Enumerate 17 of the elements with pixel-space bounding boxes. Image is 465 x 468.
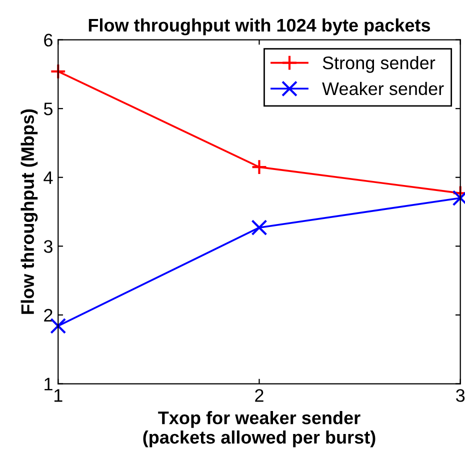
legend-label: Strong sender: [322, 56, 436, 73]
point: [50, 63, 66, 80]
y-tick-label: 5: [44, 102, 53, 116]
x-axis-title: Txop for weaker sender (packets allowed per burst): [143, 411, 376, 448]
y-axis-title: Flow throughput (Mbps): [20, 109, 38, 314]
y-tick-label: 2: [44, 308, 52, 322]
y-tick-label: 4: [44, 171, 53, 184]
y-tick-label: 1: [44, 378, 52, 390]
y-tick-label: 6: [44, 34, 52, 46]
point: [251, 159, 268, 176]
point: [251, 220, 268, 236]
x-tick-label: 1: [54, 389, 62, 402]
y-tick-label: 3: [44, 240, 52, 253]
x-tick-label: 3: [456, 389, 465, 402]
chart-title: Flow throughput with 1024 byte packets: [88, 18, 430, 36]
legend-label: Weaker sender: [322, 82, 444, 96]
x-tick-label: 2: [255, 389, 264, 402]
